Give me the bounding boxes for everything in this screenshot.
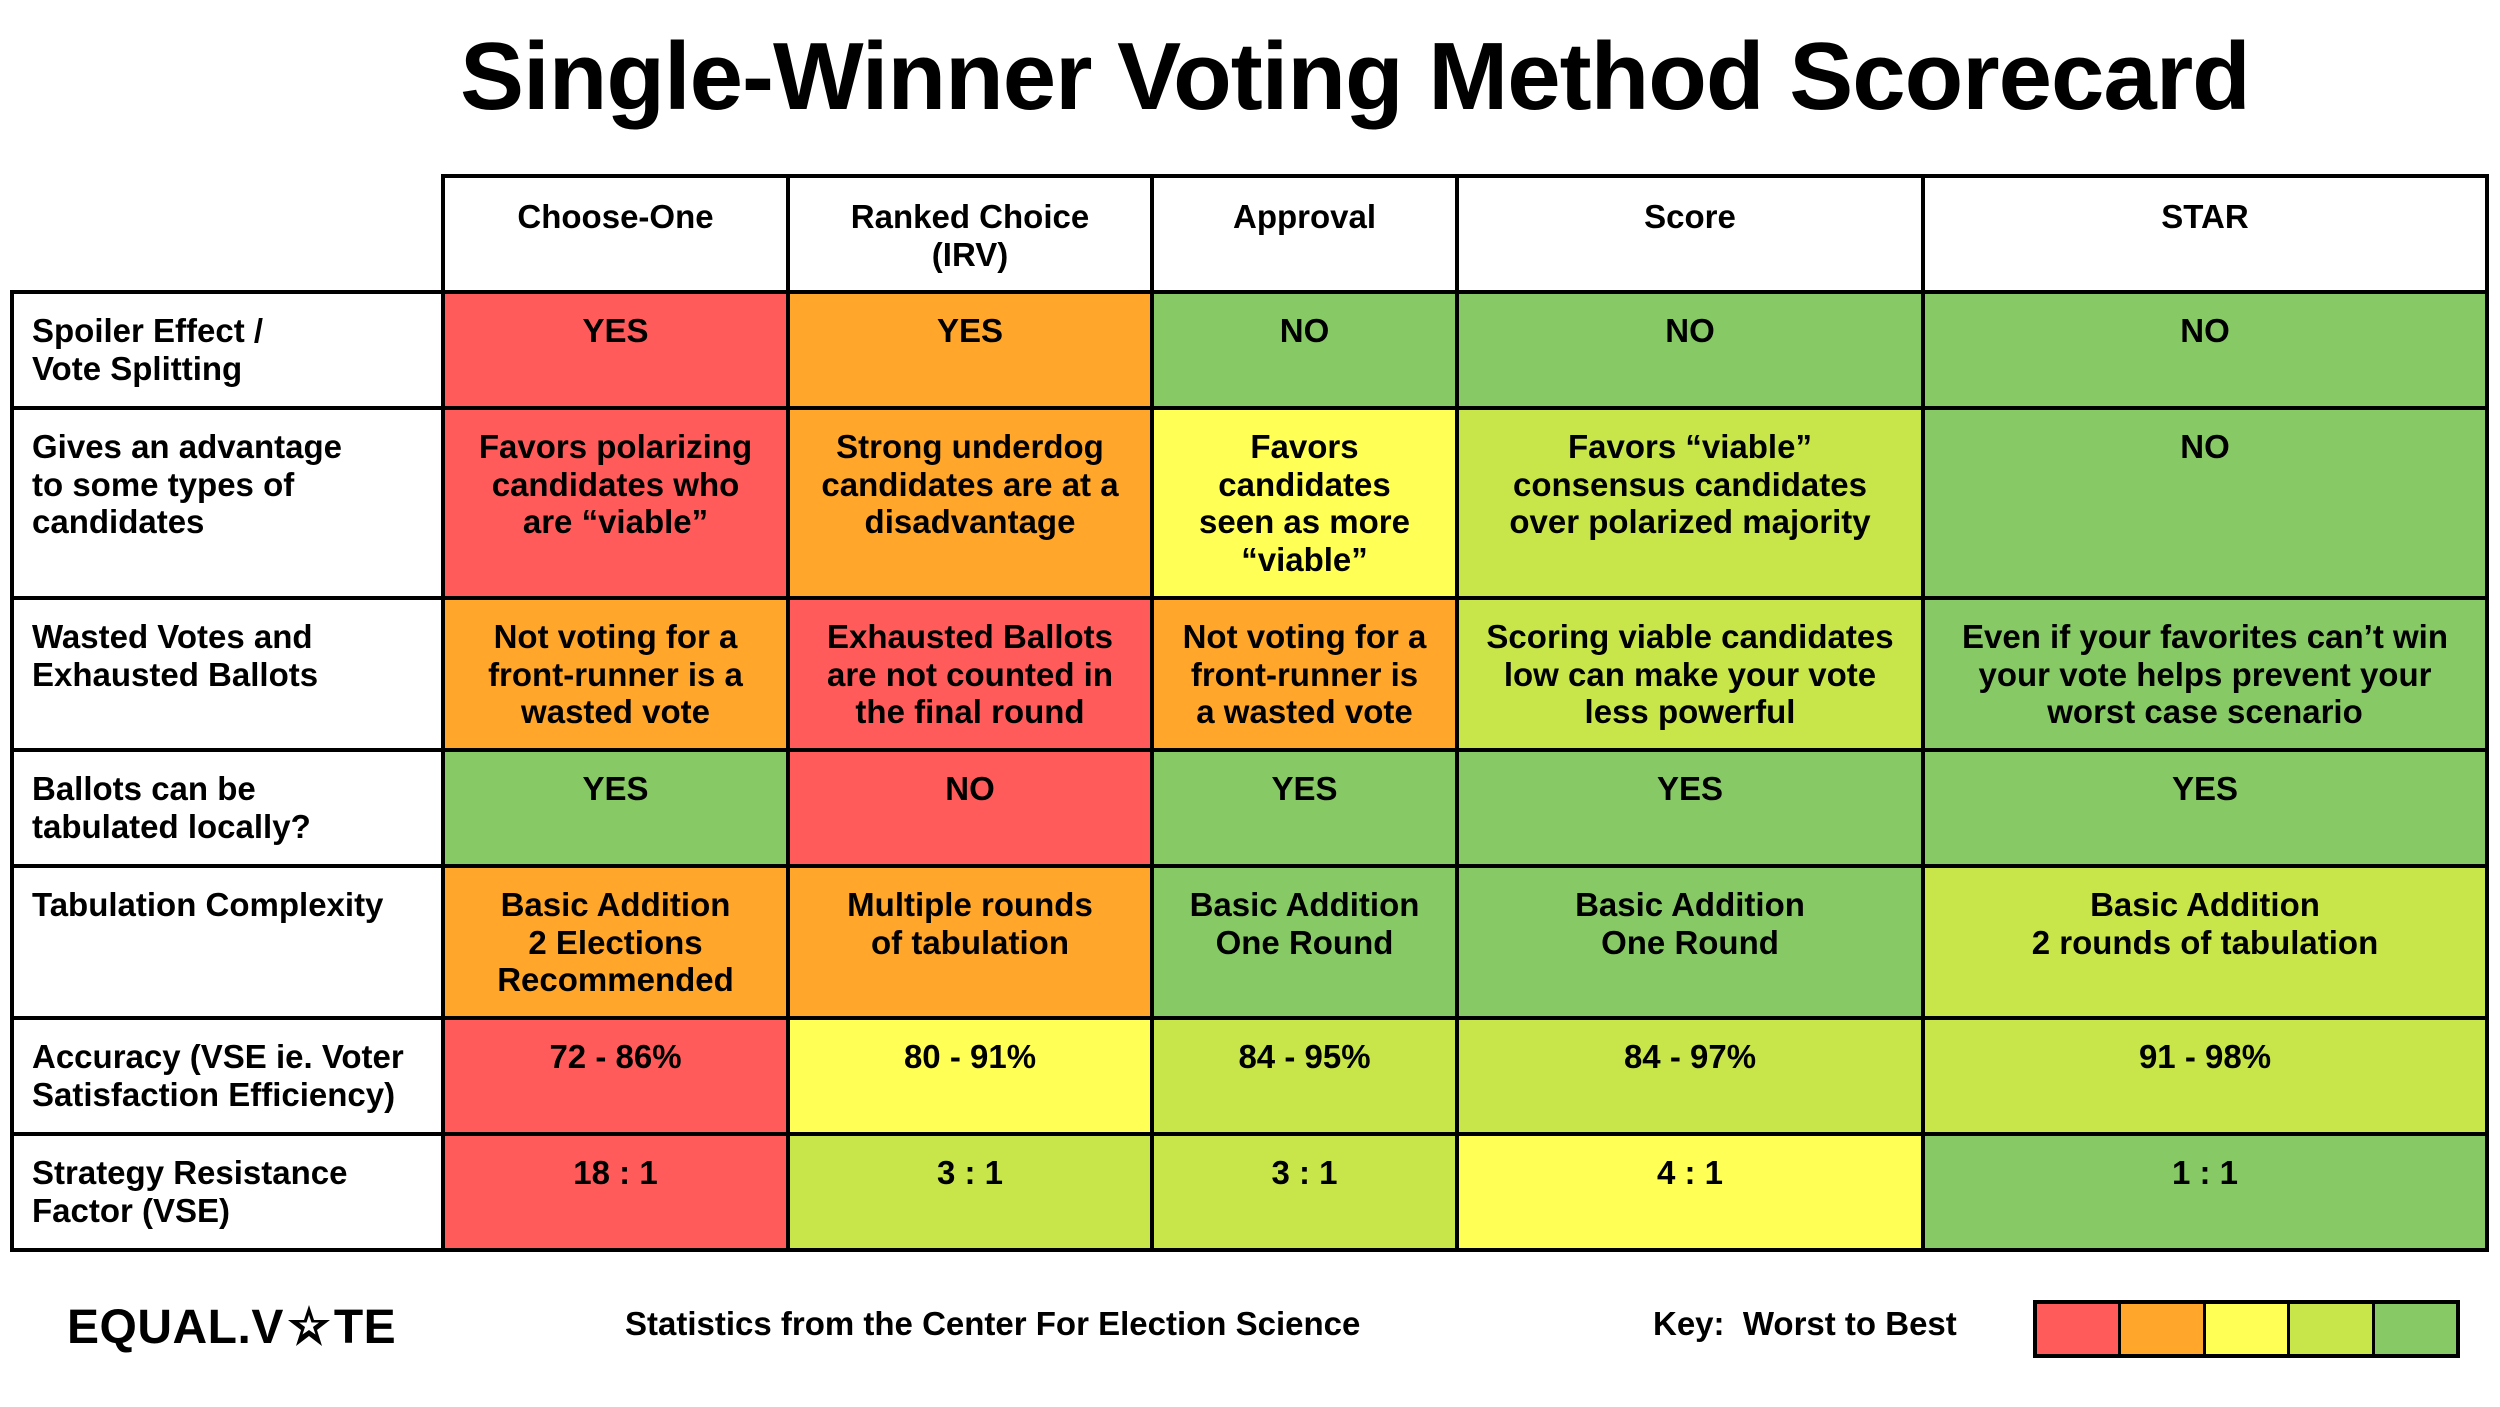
score-cell: 72 - 86% (443, 1018, 788, 1134)
row-label-6: Accuracy (VSE ie. Voter Satisfaction Eff… (32, 1038, 404, 1113)
grid-line-vertical (1921, 174, 1925, 1252)
equal-vote-logo: EQUAL.V TE (67, 1300, 396, 1356)
score-cell: Favors “viable” consensus candidates ove… (1457, 408, 1923, 598)
key-label: Key: Worst to Best (1653, 1305, 1957, 1342)
key-swatch-bad (2121, 1304, 2206, 1354)
score-cell: Even if your favorites can’t win your vo… (1923, 598, 2487, 750)
grid-line-horizontal (10, 290, 2489, 294)
score-cell: 18 : 1 (443, 1134, 788, 1250)
score-cell: NO (1457, 292, 1923, 408)
logo-text-left: EQUAL.V (67, 1301, 284, 1354)
scorecard-table: Choose-One Ranked Choice (IRV) Approval Sco… (10, 174, 2489, 1252)
score-cell: NO (788, 750, 1152, 866)
column-header-3: Approval (1232, 198, 1377, 235)
row-label-7: Strategy Resistance Factor (VSE) (32, 1154, 348, 1229)
grid-line-horizontal (10, 1016, 2489, 1020)
score-cell: YES (1457, 750, 1923, 866)
score-cell: Multiple rounds of tabulation (788, 866, 1152, 1018)
page-title: Single-Winner Voting Method Scorecard (460, 23, 2251, 130)
grid-line-vertical (2485, 174, 2489, 1252)
score-cell: 1 : 1 (1923, 1134, 2487, 1250)
score-cell: Basic Addition One Round (1152, 866, 1457, 1018)
score-cell: 84 - 95% (1152, 1018, 1457, 1134)
score-cell: Strong underdog candidates are at a disa… (788, 408, 1152, 598)
key-swatch-good (2290, 1304, 2375, 1354)
score-cell: Not voting for a front-runner is a waste… (443, 598, 788, 750)
score-cell: 4 : 1 (1457, 1134, 1923, 1250)
grid-line-vertical (1150, 174, 1154, 1252)
score-cell: YES (788, 292, 1152, 408)
grid-line-vertical (786, 174, 790, 1252)
column-header-4: Score (1644, 198, 1736, 235)
grid-line-horizontal (10, 406, 2489, 410)
column-header-1: Choose-One (517, 198, 714, 235)
score-cell: Favors polarizing candidates who are “vi… (443, 408, 788, 598)
key-swatch-worst (2037, 1304, 2122, 1354)
grid-line-horizontal (441, 174, 2489, 178)
row-label-2: Gives an advantage to some types of cand… (32, 428, 342, 540)
score-cell: 3 : 1 (1152, 1134, 1457, 1250)
grid-line-vertical (1455, 174, 1459, 1252)
grid-line-horizontal (10, 748, 2489, 752)
score-cell: Basic Addition 2 Elections Recommended (443, 866, 788, 1018)
column-header-5: STAR (2161, 198, 2249, 235)
score-cell: NO (1923, 292, 2487, 408)
row-label-5: Tabulation Complexity (32, 886, 384, 923)
score-cell: YES (443, 750, 788, 866)
score-cell: 91 - 98% (1923, 1018, 2487, 1134)
score-cell: 84 - 97% (1457, 1018, 1923, 1134)
logo-text-right: TE (333, 1301, 397, 1354)
column-header-2: Ranked Choice (IRV) (850, 198, 1090, 273)
score-cell: Basic Addition 2 rounds of tabulation (1923, 866, 2487, 1018)
score-cell: YES (1152, 750, 1457, 866)
row-label-3: Wasted Votes and Exhausted Ballots (32, 618, 319, 693)
score-cell: NO (1152, 292, 1457, 408)
score-cell: 3 : 1 (788, 1134, 1152, 1250)
score-cell: Not voting for a front-runner is a waste… (1152, 598, 1457, 750)
color-key (2033, 1300, 2460, 1358)
grid-line-horizontal (10, 1132, 2489, 1136)
score-cell: YES (443, 292, 788, 408)
score-cell: Favors candidates seen as more “viable” (1152, 408, 1457, 598)
row-label-4: Ballots can be tabulated locally? (32, 770, 311, 845)
score-cell: Scoring viable candidates low can make y… (1457, 598, 1923, 750)
score-cell: 80 - 91% (788, 1018, 1152, 1134)
grid-line-horizontal (10, 1248, 2489, 1252)
row-label-1: Spoiler Effect / Vote Splitting (32, 312, 264, 387)
grid-line-horizontal (10, 864, 2489, 868)
grid-line-vertical (441, 174, 445, 1252)
score-cell: Exhausted Ballots are not counted in the… (788, 598, 1152, 750)
grid-line-vertical (10, 290, 14, 1252)
statistics-source: Statistics from the Center For Election … (625, 1305, 1361, 1342)
key-swatch-best (2374, 1304, 2457, 1354)
key-swatch-medium (2205, 1304, 2291, 1354)
equal-vote-star-icon (286, 1303, 332, 1362)
grid-line-horizontal (10, 596, 2489, 600)
score-cell: Basic Addition One Round (1457, 866, 1923, 1018)
score-cell: NO (1923, 408, 2487, 598)
score-cell: YES (1923, 750, 2487, 866)
